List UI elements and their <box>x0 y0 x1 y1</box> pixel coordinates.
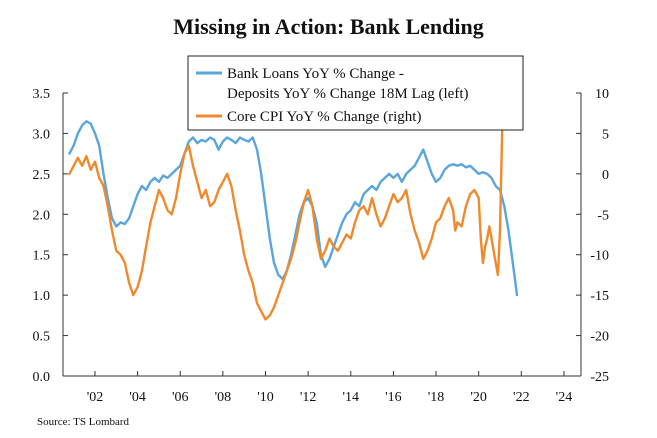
x-tick-label: '08 <box>215 390 232 405</box>
series-line-bank <box>68 120 519 297</box>
x-tick-label: '20 <box>470 390 487 405</box>
left-tick-label: 1.0 <box>33 289 51 304</box>
left-tick-label: 0.5 <box>33 330 51 345</box>
right-tick-label: -15 <box>590 289 609 304</box>
x-tick-label: '10 <box>257 390 274 405</box>
source-note: Source: TS Lombard <box>37 416 130 428</box>
right-tick-label: 5 <box>602 127 609 142</box>
legend-label-bank-line-1: Bank Loans YoY % Change - <box>227 66 404 82</box>
right-tick-label: -20 <box>590 330 609 345</box>
x-tick-label: '16 <box>385 390 402 405</box>
x-tick-label: '12 <box>300 390 317 405</box>
x-tick-label: '02 <box>87 390 104 405</box>
legend-label-bank-line-2: Deposits YoY % Change 18M Lag (left) <box>227 86 469 102</box>
right-tick-label: -10 <box>590 249 609 264</box>
x-tick-label: '22 <box>513 390 530 405</box>
x-tick-label: '24 <box>556 390 573 405</box>
left-tick-label: 2.5 <box>33 168 51 183</box>
right-tick-label: -25 <box>590 370 609 385</box>
left-tick-label: 3.5 <box>33 87 51 102</box>
series-line-cpi <box>68 55 505 321</box>
axes: 0.0 0.5 1.0 1.5 2.0 2.5 3.0 3.5 -25 -20 -15 -10 -5 0 5… <box>33 87 610 405</box>
left-tick-label: 2.0 <box>33 208 51 223</box>
left-tick-label: 0.0 <box>33 370 51 385</box>
right-tick-label: 10 <box>595 87 609 102</box>
left-tick-label: 3.0 <box>33 127 51 142</box>
series-layer <box>68 55 519 321</box>
left-tick-label: 1.5 <box>33 249 51 264</box>
chart-title: Missing in Action: Bank Lending <box>173 14 484 39</box>
legend-label-cpi: Core CPI YoY % Change (right) <box>227 109 421 125</box>
x-tick-label: '06 <box>172 390 189 405</box>
legend-box <box>187 55 524 131</box>
x-tick-label: '18 <box>428 390 445 405</box>
x-tick-label: '14 <box>343 390 360 405</box>
right-tick-label: -5 <box>597 208 609 223</box>
legend: Bank Loans YoY % Change - Deposits YoY %… <box>187 55 524 131</box>
right-tick-label: 0 <box>602 168 609 183</box>
x-tick-label: '04 <box>129 390 146 405</box>
